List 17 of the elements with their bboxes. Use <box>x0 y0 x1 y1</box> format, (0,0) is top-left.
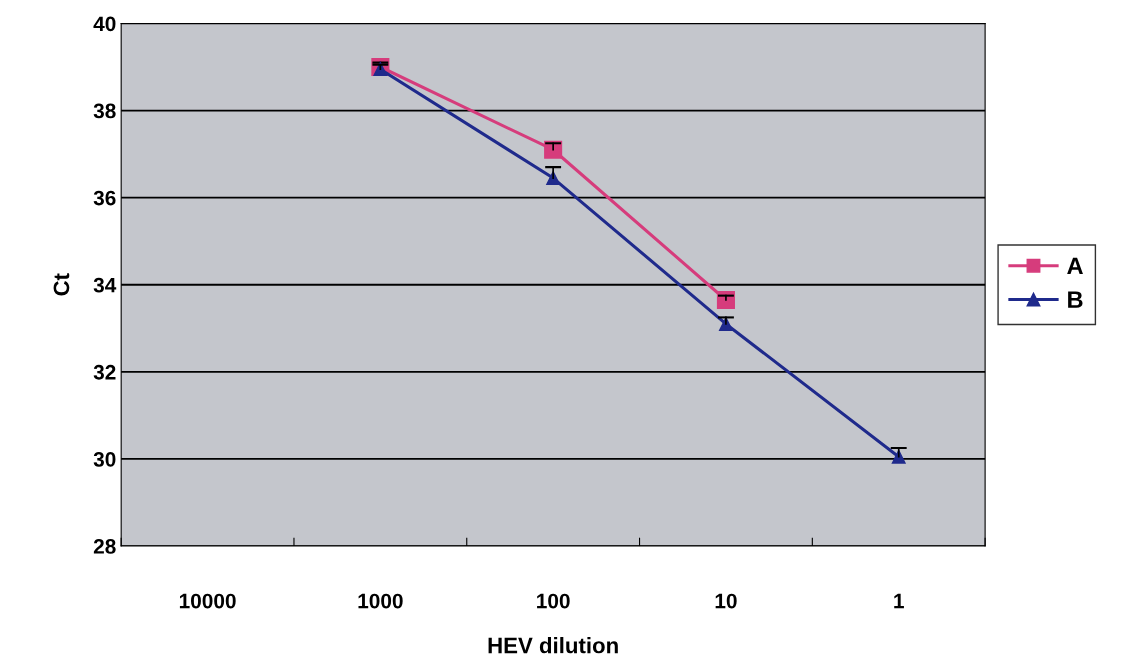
y-tick-label: 38 <box>93 103 116 119</box>
x-tick-label: 100 <box>537 593 570 609</box>
y-tick-label: 36 <box>93 190 116 206</box>
point <box>373 62 388 77</box>
y-axis-title: Ct <box>53 273 70 296</box>
y-tick-label: 30 <box>93 451 116 467</box>
x-tick-label: 10 <box>715 593 737 609</box>
x-axis-title: HEV dilution <box>488 637 618 654</box>
x-tick-label: 1000 <box>358 593 403 609</box>
x-tick-label: 1 <box>894 593 904 609</box>
y-tick-label: 28 <box>93 539 116 554</box>
legend-label: B <box>1068 291 1083 308</box>
y-tick-label: 32 <box>93 364 116 380</box>
y-tick-label: 34 <box>93 277 117 293</box>
legend-label: A <box>1067 257 1083 274</box>
y-tick-label: 40 <box>93 16 116 32</box>
x-tick-label: 10000 <box>179 593 236 609</box>
